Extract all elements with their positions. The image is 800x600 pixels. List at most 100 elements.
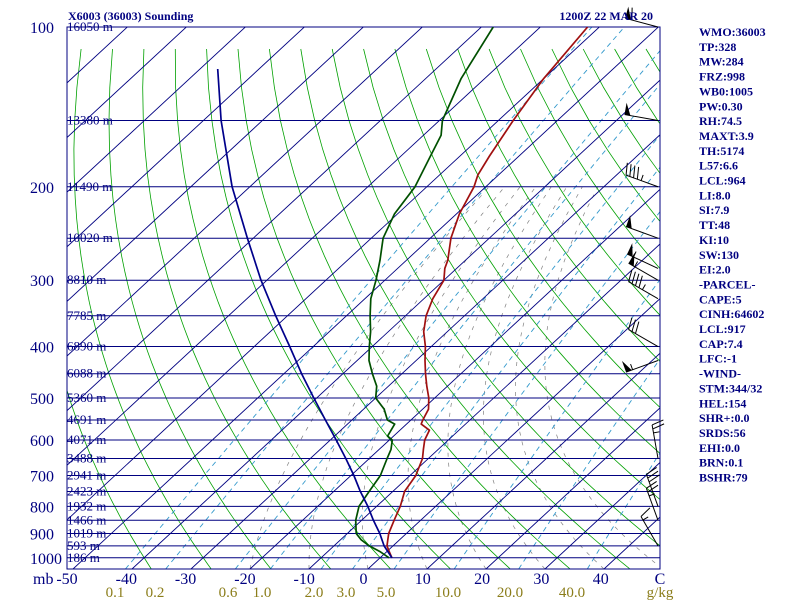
temperature-tick-label: -10 — [294, 571, 315, 588]
pressure-tick-label: 1000 — [30, 551, 62, 568]
mixing-ratio-line — [518, 358, 660, 569]
isotherm — [426, 352, 660, 569]
pressure-tick-label: 900 — [30, 526, 54, 543]
mixing-ratio-line — [320, 134, 660, 569]
moist-adiabat — [544, 186, 660, 568]
barb-half-feather — [634, 261, 639, 267]
index-value: SI:7.9 — [699, 203, 729, 217]
wind-barb — [625, 215, 659, 239]
chart-title: X6003 (36003) Sounding — [68, 9, 193, 23]
wind-barb — [621, 360, 659, 373]
index-value: LFC:-1 — [699, 352, 737, 366]
barb-feather — [628, 317, 633, 330]
index-value: PW:0.30 — [699, 99, 743, 113]
height-label: 6088 m — [67, 366, 106, 381]
series-temperature — [386, 27, 589, 559]
temperature-tick-label: 20 — [474, 571, 490, 588]
dry-adiabat — [142, 48, 332, 569]
barb-staff — [645, 474, 659, 507]
mixing-ratio-tick-label: 5.0 — [377, 585, 396, 600]
dry-adiabat — [394, 48, 660, 454]
barb-half-feather — [640, 174, 644, 181]
sounding-indices: WMO:36003TP:328MW:284FRZ:998WB0:1005PW:0… — [699, 25, 766, 485]
wind-barb — [628, 269, 659, 300]
height-label: 7785 m — [67, 308, 106, 323]
wind-barb — [640, 507, 659, 547]
pressure-tick-label: 500 — [30, 391, 54, 408]
barb-pennant — [627, 243, 633, 257]
mixing-ratio-tick-label: 10.0 — [435, 585, 461, 600]
pressure-tick-label: 400 — [30, 340, 54, 357]
index-value: CAPE:5 — [699, 292, 742, 306]
isotherm — [67, 27, 188, 139]
index-value: RH:74.5 — [699, 114, 742, 128]
height-label: 186 m — [67, 550, 100, 565]
isotherm — [67, 27, 601, 521]
isotherm — [67, 27, 247, 193]
moist-adiabat — [447, 186, 552, 569]
isotherm — [308, 243, 660, 569]
height-label: 593 m — [67, 538, 100, 553]
mixing-ratio-line — [270, 83, 660, 569]
index-value: TT:48 — [699, 218, 730, 232]
isotherm — [249, 188, 660, 569]
height-label: 1932 m — [67, 498, 106, 513]
index-value: CINH:64602 — [699, 307, 764, 321]
index-value: MAXT:3.9 — [699, 129, 754, 143]
barb-pennant — [626, 215, 632, 229]
index-value: MW:284 — [699, 55, 744, 69]
barb-feather — [628, 269, 633, 282]
dry-adiabat — [269, 48, 571, 569]
dry-adiabat — [363, 48, 660, 501]
barb-feather — [648, 474, 660, 483]
pressure-tick-label: 200 — [30, 180, 54, 197]
barb-feather — [640, 507, 651, 517]
pressure-tick-label: 700 — [30, 469, 54, 486]
isotherm — [544, 461, 660, 569]
mixing-ratio-tick-label: 2.0 — [305, 585, 324, 600]
mixing-ratio-line — [453, 278, 660, 569]
temperature-tick-label: -30 — [175, 571, 196, 588]
isotherm — [485, 407, 660, 569]
isotherm — [190, 134, 660, 569]
height-label: 4691 m — [67, 412, 106, 427]
temperature-tick-label: -40 — [116, 571, 137, 588]
barb-pennant — [625, 6, 631, 20]
index-value: STM:344/32 — [699, 381, 762, 395]
pressure-tick-label: 100 — [30, 20, 54, 37]
barb-staff — [625, 174, 659, 188]
mixing-ratio-tick-label: 40.0 — [559, 585, 585, 600]
wind-barb — [645, 481, 659, 521]
barb-staff — [628, 281, 659, 300]
barb-half-feather — [630, 363, 634, 370]
mixing-ratio-line — [393, 210, 660, 569]
barb-half-feather — [641, 284, 646, 290]
barb-feather — [647, 484, 659, 493]
barb-feather — [652, 423, 665, 430]
mixing-ratio-line — [234, 50, 660, 569]
series-layer — [216, 27, 589, 559]
mixing-ratio-tick-label: 0.6 — [219, 585, 238, 600]
index-value: HEL:154 — [699, 396, 746, 410]
pressure-tick-label: 800 — [30, 499, 54, 516]
height-label: 8810 m — [67, 272, 106, 287]
isotherm — [67, 27, 424, 357]
isotherm — [367, 298, 660, 569]
index-value: CAP:7.4 — [699, 337, 743, 351]
barb-feather — [646, 467, 657, 475]
mixing-ratio-tick-label: 1.0 — [253, 585, 272, 600]
pressure-unit-label: mb — [33, 571, 53, 588]
mixing-ratio-tick-label: 0.1 — [106, 585, 125, 600]
barb-feather — [635, 321, 640, 334]
temperature-tick-label: -50 — [56, 571, 77, 588]
index-value: LCL:964 — [699, 174, 746, 188]
isotherm — [131, 79, 660, 569]
barb-feather — [633, 165, 636, 178]
height-label: 4071 m — [67, 432, 106, 447]
isotherm — [67, 27, 542, 466]
index-value: LI:8.0 — [699, 188, 731, 202]
height-label: 1466 m — [67, 512, 106, 527]
index-value: EHI:0.0 — [699, 441, 740, 455]
